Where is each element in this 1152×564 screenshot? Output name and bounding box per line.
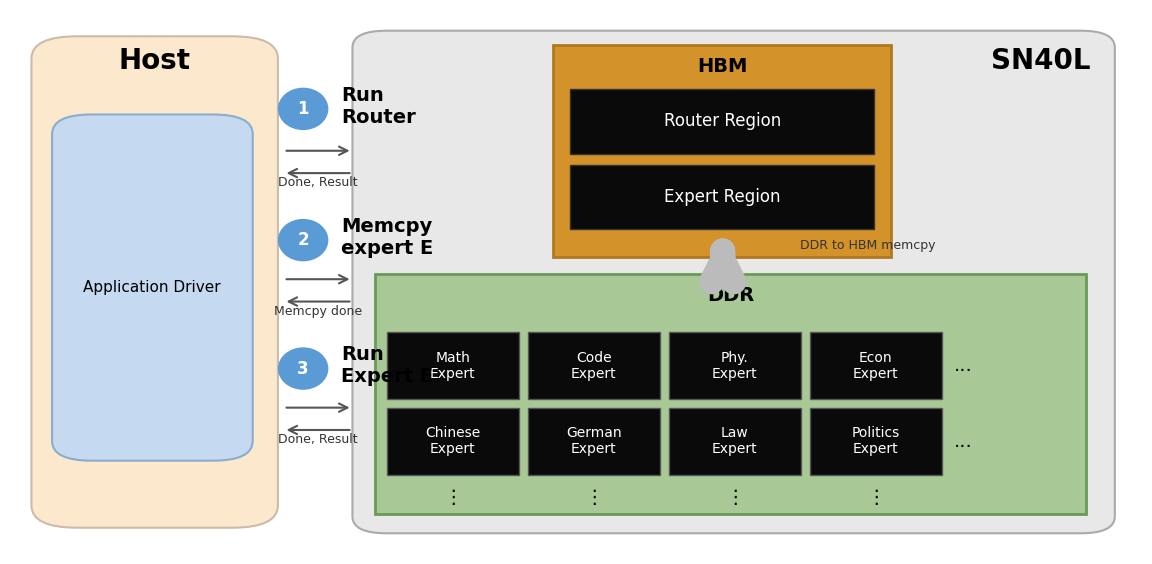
FancyBboxPatch shape <box>810 408 941 475</box>
Ellipse shape <box>278 347 328 390</box>
Text: 3: 3 <box>297 360 309 377</box>
Text: Law
Expert: Law Expert <box>712 426 758 456</box>
Text: Application Driver: Application Driver <box>83 280 221 295</box>
Text: Code
Expert: Code Expert <box>571 351 616 381</box>
Text: Done, Result: Done, Result <box>279 433 358 446</box>
FancyBboxPatch shape <box>528 332 660 399</box>
Text: Politics
Expert: Politics Expert <box>851 426 900 456</box>
FancyBboxPatch shape <box>570 89 874 153</box>
Text: 1: 1 <box>297 100 309 118</box>
Text: ⋮: ⋮ <box>866 487 886 506</box>
FancyBboxPatch shape <box>376 274 1086 514</box>
Text: German
Expert: German Expert <box>566 426 622 456</box>
Text: Router Region: Router Region <box>664 112 781 130</box>
FancyBboxPatch shape <box>810 332 941 399</box>
Text: ⋮: ⋮ <box>444 487 463 506</box>
Text: Phy.
Expert: Phy. Expert <box>712 351 758 381</box>
Text: DDR: DDR <box>707 286 755 305</box>
FancyBboxPatch shape <box>669 332 801 399</box>
Text: Chinese
Expert: Chinese Expert <box>425 426 480 456</box>
FancyBboxPatch shape <box>669 408 801 475</box>
Text: SN40L: SN40L <box>991 47 1090 76</box>
FancyBboxPatch shape <box>553 45 892 257</box>
Text: Memcpy
expert E: Memcpy expert E <box>341 217 433 258</box>
Text: Memcpy done: Memcpy done <box>274 305 362 318</box>
FancyBboxPatch shape <box>528 408 660 475</box>
Text: Expert Region: Expert Region <box>665 188 781 205</box>
Text: Host: Host <box>119 47 190 76</box>
Text: ...: ... <box>954 356 973 375</box>
Text: 2: 2 <box>297 231 309 249</box>
Text: Econ
Expert: Econ Expert <box>852 351 899 381</box>
Text: HBM: HBM <box>698 58 748 77</box>
Ellipse shape <box>278 219 328 261</box>
Text: ⋮: ⋮ <box>584 487 604 506</box>
Text: DDR to HBM memcpy: DDR to HBM memcpy <box>799 239 935 252</box>
FancyBboxPatch shape <box>570 165 874 229</box>
Text: Run
Router: Run Router <box>341 86 416 126</box>
FancyBboxPatch shape <box>52 114 252 461</box>
Text: ...: ... <box>954 431 973 451</box>
FancyBboxPatch shape <box>31 36 278 528</box>
Text: ⋮: ⋮ <box>726 487 745 506</box>
FancyBboxPatch shape <box>353 30 1115 534</box>
FancyBboxPatch shape <box>387 408 518 475</box>
Text: Run
Expert E: Run Expert E <box>341 345 433 386</box>
Text: Math
Expert: Math Expert <box>430 351 476 381</box>
Text: Done, Result: Done, Result <box>279 176 358 189</box>
FancyBboxPatch shape <box>387 332 518 399</box>
Ellipse shape <box>278 87 328 130</box>
